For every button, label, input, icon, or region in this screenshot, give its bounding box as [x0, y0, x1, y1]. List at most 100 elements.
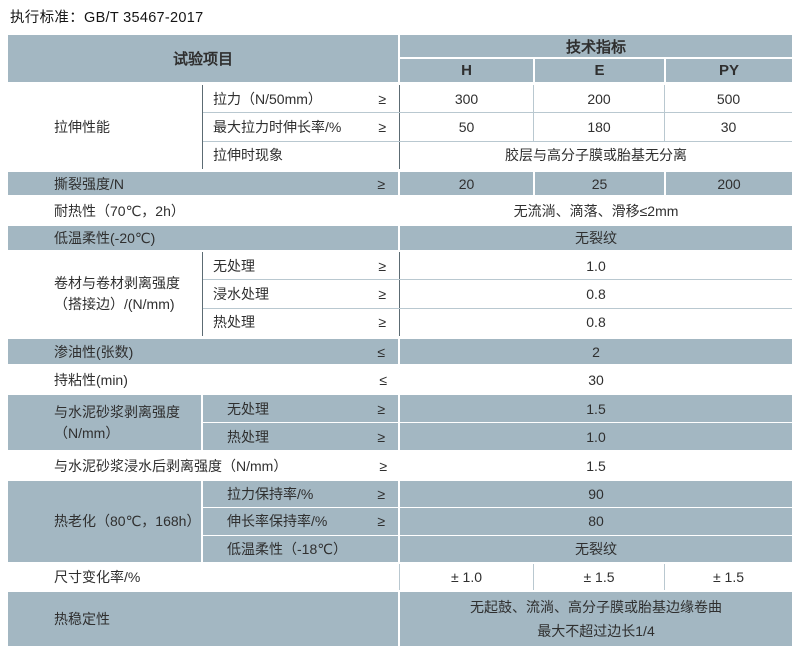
- header-tech-index: 技术指标: [400, 35, 792, 57]
- tension-label: 拉力（N/50mm）: [213, 90, 322, 107]
- tension-values: 300 200 500: [400, 85, 792, 113]
- table-row-heat-resistance: 耐热性（70℃，2h） 无流淌、滴落、滑移≤2mm: [8, 197, 792, 224]
- phenomenon-label: 拉伸时现象: [213, 147, 283, 164]
- thermal-stability-label: 热稳定性: [54, 611, 110, 627]
- heat-resistance-label-cell: 耐热性（70℃，2h）: [8, 197, 400, 224]
- tension-retention-label: 拉力保持率/%: [227, 486, 314, 503]
- value-e: 200: [533, 85, 664, 113]
- oil-label-cell: 渗油性(张数) ≤: [8, 339, 400, 364]
- tack-label-cell: 持粘性(min) ≤: [8, 366, 400, 393]
- untreated-value: 1.0: [586, 257, 606, 274]
- gte-operator: ≥: [378, 118, 386, 135]
- mortar-untreated-label-cell: 无处理 ≥: [203, 395, 400, 422]
- mortar-water-value: 1.5: [586, 457, 606, 474]
- header-tech-group: 技术指标 H E PY: [400, 35, 792, 82]
- mortar-peel-rows: 无处理 ≥ 1.5 热处理 ≥ 1.0: [203, 395, 792, 450]
- thermal-stability-value: 无起鼓、流淌、高分子膜或胎基边缘卷曲 最大不超过边长1/4: [400, 592, 792, 646]
- gte-operator: ≥: [377, 175, 385, 192]
- value-e: 25: [533, 172, 664, 195]
- mortar-untreated-value: 1.5: [586, 400, 606, 417]
- table-row-low-temp: 低温柔性(-20℃) 无裂纹: [8, 226, 792, 250]
- value-e: 180: [533, 113, 664, 141]
- elongation-label: 最大拉力时伸长率/%: [213, 118, 342, 135]
- value-py: 500: [664, 85, 792, 113]
- tensile-group-label: 拉伸性能: [8, 85, 203, 169]
- roll-peel-rows: 无处理 ≥ 1.0 浸水处理 ≥ 0.8 热处理 ≥: [203, 252, 792, 336]
- lte-operator: ≤: [377, 343, 385, 360]
- value-py: 30: [664, 113, 792, 141]
- thermal-stability-label-cell: 热稳定性: [8, 592, 400, 646]
- tear-values: 20 25 200: [400, 172, 792, 195]
- heat-resistance-value: 无流淌、滴落、滑移≤2mm: [513, 202, 679, 219]
- elongation-label-cell: 最大拉力时伸长率/% ≥: [203, 113, 400, 141]
- header-columns: H E PY: [400, 59, 792, 82]
- tack-value: 30: [588, 371, 604, 388]
- tensile-rows: 拉力（N/50mm） ≥ 300 200 500 最大拉力时伸长率/% ≥: [203, 85, 792, 169]
- elongation-values: 50 180 30: [400, 113, 792, 141]
- table-row-aging-low-temp: 低温柔性（-18℃） 无裂纹: [203, 534, 792, 562]
- elongation-retention-label-cell: 伸长率保持率/% ≥: [203, 508, 400, 535]
- header-col-e: E: [533, 59, 664, 82]
- table-row-dimension: 尺寸变化率/% ± 1.0 ± 1.5 ± 1.5: [8, 564, 792, 590]
- heat-treated-label: 热处理: [213, 314, 255, 331]
- table-row-oil: 渗油性(张数) ≤ 2: [8, 339, 792, 364]
- thermal-stability-line2: 最大不超过边长1/4: [537, 623, 655, 639]
- tack-label: 持粘性(min): [54, 371, 128, 388]
- water-treated-label-cell: 浸水处理 ≥: [203, 280, 400, 308]
- phenomenon-label-cell: 拉伸时现象: [203, 141, 400, 169]
- value-py: ± 1.5: [664, 564, 792, 590]
- untreated-label-cell: 无处理 ≥: [203, 252, 400, 280]
- gte-operator: ≥: [378, 314, 386, 331]
- gte-operator: ≥: [378, 285, 386, 302]
- table-row-mortar-water: 与水泥砂浆浸水后剥离强度（N/mm） ≥ 1.5: [8, 452, 792, 479]
- spec-table: 试验项目 技术指标 H E PY 拉伸性能 拉力（N/50mm） ≥: [8, 35, 792, 646]
- heat-treated-label-cell: 热处理 ≥: [203, 308, 400, 336]
- table-row-thermal-stability: 热稳定性 无起鼓、流淌、高分子膜或胎基边缘卷曲 最大不超过边长1/4: [8, 592, 792, 646]
- value-h: ± 1.0: [450, 569, 483, 585]
- phenomenon-value: 胶层与高分子膜或胎基无分离: [505, 147, 687, 164]
- roll-peel-group-label: 卷材与卷材剥离强度 （搭接边）/(N/mm): [8, 252, 203, 336]
- section-mortar-peel: 与水泥砂浆剥离强度 （N/mm） 无处理 ≥ 1.5 热处理 ≥ 1.0: [8, 395, 792, 450]
- dimension-values: ± 1.0 ± 1.5 ± 1.5: [400, 564, 792, 590]
- dimension-label-cell: 尺寸变化率/%: [8, 564, 400, 590]
- gte-operator: ≥: [377, 513, 385, 530]
- table-header: 试验项目 技术指标 H E PY: [8, 35, 792, 82]
- gte-operator: ≥: [378, 90, 386, 107]
- gte-operator: ≥: [377, 486, 385, 503]
- lte-operator: ≤: [379, 371, 387, 388]
- mortar-heat-value: 1.0: [586, 428, 606, 445]
- gte-operator: ≥: [379, 457, 387, 474]
- gte-operator: ≥: [377, 400, 385, 417]
- mortar-untreated-label: 无处理: [227, 400, 269, 417]
- section-tensile: 拉伸性能 拉力（N/50mm） ≥ 300 200 500 最大拉力时伸长率/: [8, 85, 792, 169]
- elongation-retention-value: 80: [588, 513, 604, 530]
- header-col-h: H: [400, 59, 533, 82]
- water-treated-label: 浸水处理: [213, 285, 269, 302]
- oil-value: 2: [592, 343, 600, 360]
- table-row-mortar-untreated: 无处理 ≥ 1.5: [203, 395, 792, 422]
- tear-label: 撕裂强度/N: [54, 175, 124, 192]
- mortar-peel-group-line1: 与水泥砂浆剥离强度: [54, 403, 180, 420]
- mortar-water-label: 与水泥砂浆浸水后剥离强度（N/mm）: [54, 457, 288, 474]
- roll-peel-group-line2: （搭接边）/(N/mm): [54, 296, 175, 312]
- standard-title: 执行标准：GB/T 35467-2017: [10, 10, 204, 26]
- table-row-elongation: 最大拉力时伸长率/% ≥ 50 180 30: [203, 112, 792, 141]
- thermal-stability-text: 无起鼓、流淌、高分子膜或胎基边缘卷曲 最大不超过边长1/4: [470, 595, 722, 643]
- low-temp-label: 低温柔性(-20℃): [54, 230, 156, 246]
- tension-label-cell: 拉力（N/50mm） ≥: [203, 85, 400, 113]
- heat-aging-rows: 拉力保持率/% ≥ 90 伸长率保持率/% ≥ 80 低温柔性（-18℃）: [203, 481, 792, 562]
- aging-low-temp-label-cell: 低温柔性（-18℃）: [203, 535, 400, 562]
- mortar-peel-group-label: 与水泥砂浆剥离强度 （N/mm）: [8, 395, 203, 450]
- oil-label: 渗油性(张数): [54, 343, 134, 360]
- table-row-tension-retention: 拉力保持率/% ≥ 90: [203, 481, 792, 508]
- table-row-untreated: 无处理 ≥ 1.0: [203, 252, 792, 280]
- tension-retention-label-cell: 拉力保持率/% ≥: [203, 481, 400, 508]
- table-row-heat-treated: 热处理 ≥ 0.8: [203, 307, 792, 336]
- table-row-tack: 持粘性(min) ≤ 30: [8, 366, 792, 393]
- section-roll-peel: 卷材与卷材剥离强度 （搭接边）/(N/mm) 无处理 ≥ 1.0 浸水处理 ≥: [8, 252, 792, 336]
- gte-operator: ≥: [378, 257, 386, 274]
- mortar-water-label-cell: 与水泥砂浆浸水后剥离强度（N/mm） ≥: [8, 452, 400, 479]
- tear-label-cell: 撕裂强度/N ≥: [8, 172, 400, 195]
- untreated-label: 无处理: [213, 257, 255, 274]
